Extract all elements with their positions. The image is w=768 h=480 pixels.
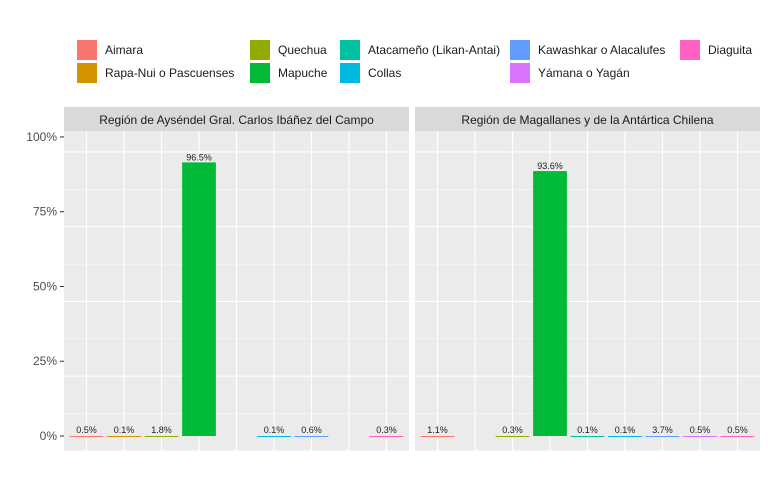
bar-diaguita [720,436,755,437]
y-tick-label: 75% [33,205,57,219]
legend-key-yamana-o-yagan [510,63,530,83]
bar-label-collas: 0.1% [615,425,636,435]
bar-label-diaguita: 0.3% [376,425,397,435]
y-tick-label: 100% [26,130,57,144]
y-axis: 0% 25% 50% 75% 100% [26,130,64,443]
facet-strip [64,107,409,131]
legend-key-quechua [250,40,270,60]
y-tick-label: 50% [33,279,57,293]
bar-label-collas: 0.1% [264,425,285,435]
facet-title: Región de Magallanes y de la Antártica C… [461,113,713,127]
bar-label-kawashkar-o-alacalufes: 3.7% [652,425,673,435]
legend-key-rapa-nui-o-pascuenses [77,63,97,83]
legend-key-aimara [77,40,97,60]
legend-label-quechua: Quechua [278,43,327,57]
bar-label-kawashkar-o-alacalufes: 0.6% [301,425,322,435]
legend-key-mapuche [250,63,270,83]
legend-key-collas [340,63,360,83]
facet-panels: Región de Ayséndel Gral. Carlos Ibáñez d… [64,107,760,452]
bar-quechua [144,436,179,437]
legend-label-collas: Collas [368,66,401,80]
legend-label-atacameno-likan-antai: Atacameño (Likan-Antai) [368,43,500,57]
panel-1: Región de Ayséndel Gral. Carlos Ibáñez d… [64,107,409,452]
facet-strip [415,107,760,131]
bar-kawashkar-o-alacalufes [294,436,329,437]
bar-label-yamana-o-yagan: 0.5% [690,425,711,435]
panel-2: Región de Magallanes y de la Antártica C… [415,107,760,452]
bar-mapuche [182,162,216,437]
bar-quechua [495,436,530,437]
bar-atacameno-likan-antai [570,436,605,437]
legend-label-rapa-nui-o-pascuenses: Rapa-Nui o Pascuenses [105,66,234,80]
y-tick-label: 0% [40,429,58,443]
bar-label-diaguita: 0.5% [727,425,748,435]
bar-yamana-o-yagan [683,436,717,437]
legend-label-yamana-o-yagan: Yámana o Yagán [538,66,630,80]
bar-label-quechua: 0.3% [502,425,523,435]
bar-label-rapa-nui-o-pascuenses: 0.1% [114,425,135,435]
bar-collas [608,436,642,437]
legend-key-atacameno-likan-antai [340,40,360,60]
legend-label-diaguita: Diaguita [708,43,752,57]
bar-label-aimara: 1.1% [427,425,448,435]
bar-collas [257,436,291,437]
bar-diaguita [369,436,404,437]
bar-label-aimara: 0.5% [76,425,97,435]
facet-title: Región de Ayséndel Gral. Carlos Ibáñez d… [99,113,374,127]
bar-rapa-nui-o-pascuenses [107,436,141,437]
bar-label-quechua: 1.8% [151,425,172,435]
legend-label-kawashkar-o-alacalufes: Kawashkar o Alacalufes [538,43,665,57]
bar-mapuche [533,171,567,436]
bar-kawashkar-o-alacalufes [645,436,680,437]
bar-aimara [420,436,455,437]
legend-label-mapuche: Mapuche [278,66,328,80]
bar-label-mapuche: 96.5% [186,152,212,162]
bar-label-mapuche: 93.6% [537,161,563,171]
legend-key-kawashkar-o-alacalufes [510,40,530,60]
legend: Aimara Rapa-Nui o Pascuenses Quechua Mapuch… [77,40,752,83]
bar-label-atacameno-likan-antai: 0.1% [577,425,598,435]
bar-aimara [69,436,104,437]
legend-label-aimara: Aimara [105,43,143,57]
legend-key-diaguita [680,40,700,60]
y-tick-label: 25% [33,354,57,368]
